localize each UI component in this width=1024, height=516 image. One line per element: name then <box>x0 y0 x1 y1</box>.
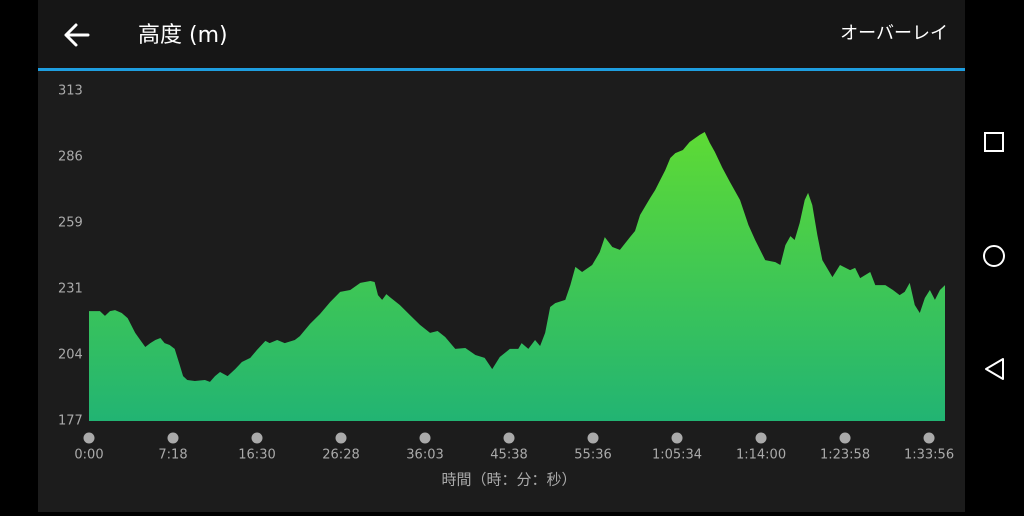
x-tick-dot <box>167 432 179 444</box>
x-tick-label: 55:36 <box>574 448 611 463</box>
x-tick-label: 1:33:56 <box>904 448 954 463</box>
elevation-area <box>89 132 945 421</box>
y-tick-label: 286 <box>58 150 83 165</box>
x-axis-label: 時間（時：分：秒） <box>441 471 576 489</box>
x-tick-label: 16:30 <box>238 448 275 463</box>
y-tick-label: 231 <box>58 282 83 297</box>
y-tick-label: 259 <box>58 216 83 231</box>
x-tick-dot <box>503 432 515 444</box>
x-tick-dot <box>839 432 851 444</box>
overlay-button[interactable]: オーバーレイ <box>840 23 948 44</box>
x-tick-dot <box>419 432 431 444</box>
x-tick-label: 7:18 <box>158 448 187 463</box>
chart: 177 204 231 259 286 313 0:00 7:18 16:30 26:28 36:0… <box>58 84 954 463</box>
x-tick-label: 45:38 <box>490 448 527 463</box>
y-tick-label: 313 <box>58 84 83 99</box>
back-button[interactable] <box>64 23 90 47</box>
x-tick-dot <box>755 432 767 444</box>
x-tick-dot <box>923 432 935 444</box>
x-tick-label: 1:05:34 <box>652 448 702 463</box>
divider <box>38 68 965 71</box>
x-tick-label: 26:28 <box>322 448 359 463</box>
x-tick-dot <box>83 432 95 444</box>
nav-back-button[interactable] <box>985 358 1004 380</box>
home-button[interactable] <box>983 245 1005 267</box>
x-tick-dot <box>251 432 263 444</box>
x-tick-dot <box>671 432 683 444</box>
y-tick-label: 177 <box>58 414 83 429</box>
app-bar <box>38 0 965 68</box>
x-tick-label: 36:03 <box>406 448 443 463</box>
x-tick-label: 0:00 <box>74 448 103 463</box>
title: 高度 (m) <box>138 23 228 48</box>
x-tick-dot <box>587 432 599 444</box>
x-tick-dot <box>335 432 347 444</box>
x-tick-label: 1:23:58 <box>820 448 870 463</box>
recents-button[interactable] <box>984 132 1004 152</box>
x-tick-label: 1:14:00 <box>736 448 786 463</box>
y-tick-label: 204 <box>58 348 83 363</box>
